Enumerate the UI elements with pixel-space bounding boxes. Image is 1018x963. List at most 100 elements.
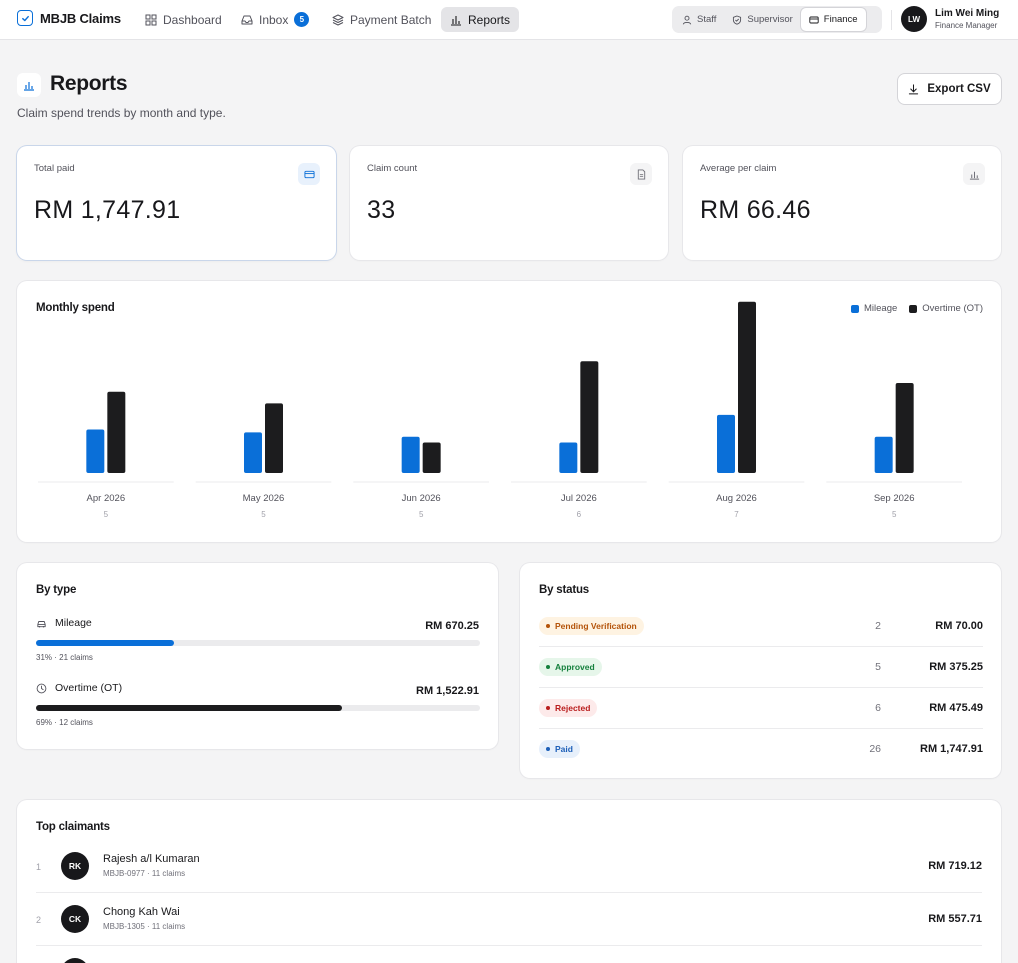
monthly-spend-chart: Apr 2026 5 May 2026 5 Jun 2026 5 Jul 2026 6 Aug …	[38, 301, 962, 519]
type-mileage-label: Mileage	[36, 617, 92, 629]
kpi-value: 33	[367, 196, 396, 224]
chart-bar-mileage[interactable]	[717, 414, 735, 473]
bar-chart-icon	[963, 163, 985, 185]
by-type-title: By type	[36, 584, 77, 596]
table-row[interactable]: 2 CK Chong Kah Wai MBJB-1305 · 11 claims RM …	[36, 893, 982, 946]
chart-bar-mileage[interactable]	[559, 442, 578, 473]
claimant-name: Chong Kah Wai	[103, 906, 180, 918]
month-claim-count: 5	[261, 510, 266, 519]
download-icon	[909, 83, 919, 94]
legend-swatch-overtime	[909, 304, 918, 313]
chart-bar-mileage[interactable]	[244, 432, 262, 473]
layers-icon	[332, 14, 344, 25]
type-mileage-track	[36, 640, 480, 646]
avatar: CK	[61, 905, 89, 933]
type-overtime-amount: RM 1,522.91	[416, 685, 479, 697]
status-count: 5	[875, 661, 881, 673]
avatar	[61, 958, 89, 963]
nav-reports[interactable]: Reports	[441, 7, 520, 32]
top-navbar: MBJB Claims Dashboard Inbox 5 Payment Ba…	[0, 0, 1018, 40]
shield-icon	[733, 15, 742, 25]
status-label: Rejected	[555, 703, 591, 713]
nav-inbox[interactable]: Inbox 5	[232, 7, 318, 32]
status-label: Approved	[555, 662, 595, 672]
x-tick-label: Apr 2026	[87, 493, 126, 504]
role-finance[interactable]: Finance	[800, 8, 866, 31]
clock-icon	[36, 683, 47, 693]
status-row: Rejected 6 RM 475.49	[539, 688, 983, 729]
chart-bar-mileage[interactable]	[86, 429, 105, 473]
check-badge-icon	[17, 10, 33, 26]
chart-bar-overtime[interactable]	[895, 383, 914, 473]
status-count: 26	[869, 743, 881, 755]
grid-icon	[145, 14, 157, 25]
bar-chart-icon	[451, 15, 461, 26]
status-badge: Approved	[539, 658, 602, 676]
role-staff[interactable]: Staff	[674, 8, 724, 31]
month-claim-count: 5	[419, 510, 424, 519]
chart-legend: Mileage Overtime (OT)	[851, 303, 983, 314]
chart-bar-overtime[interactable]	[738, 301, 756, 473]
legend-item-overtime: Overtime (OT)	[909, 303, 983, 314]
nav-dashboard[interactable]: Dashboard	[136, 7, 231, 32]
by-type-card: By type Mileage RM 670.25 31% · 21 claim…	[17, 563, 498, 749]
type-mileage-name: Mileage	[55, 617, 92, 629]
export-csv-label: Export CSV	[927, 83, 991, 95]
chart-bar-overtime[interactable]	[107, 391, 126, 473]
type-mileage-fill	[36, 640, 174, 646]
x-tick-label: May 2026	[243, 493, 285, 504]
legend-label-mileage: Mileage	[864, 303, 898, 314]
status-label: Paid	[555, 744, 573, 754]
chart-bar-overtime[interactable]	[422, 442, 441, 473]
nav-payment-batch[interactable]: Payment Batch	[323, 7, 440, 32]
claimant-rank: 1	[36, 862, 42, 872]
status-dot	[546, 706, 550, 710]
role-supervisor[interactable]: Supervisor	[724, 8, 800, 31]
nav-reports-label: Reports	[468, 12, 511, 27]
status-row: Approved 5 RM 375.25	[539, 647, 983, 688]
page-subtitle: Claim spend trends by month and type.	[17, 106, 226, 120]
user-role: Finance Manager	[935, 21, 998, 30]
by-status-card: By status Pending Verification 2 RM 70.00 A…	[520, 563, 1001, 778]
by-status-title: By status	[539, 584, 589, 596]
nav-inbox-label: Inbox	[259, 12, 289, 27]
user-avatar[interactable]: LW	[901, 6, 927, 32]
brand[interactable]: MBJB Claims	[17, 10, 121, 26]
avatar: RK	[61, 852, 89, 880]
role-supervisor-label: Supervisor	[747, 14, 793, 25]
type-overtime-fill	[36, 705, 343, 711]
legend-label-overtime: Overtime (OT)	[922, 303, 983, 314]
status-amount: RM 375.25	[929, 661, 983, 673]
x-tick-label: Sep 2026	[874, 493, 915, 504]
nav-payment-batch-label: Payment Batch	[350, 12, 432, 27]
type-overtime-name: Overtime (OT)	[55, 682, 123, 694]
monthly-spend-card: Monthly spend Mileage Overtime (OT) Apr …	[17, 281, 1001, 542]
user-icon	[682, 15, 692, 25]
type-overtime-meta: 69% · 12 claims	[36, 718, 93, 727]
page-title: Reports	[50, 72, 128, 95]
status-row: Pending Verification 2 RM 70.00	[539, 606, 983, 647]
claimant-meta: MBJB-0977 · 11 claims	[103, 869, 186, 878]
table-row[interactable]	[36, 946, 982, 963]
chart-title: Monthly spend	[36, 302, 115, 314]
app-name: MBJB Claims	[40, 10, 121, 26]
document-icon	[630, 163, 652, 185]
table-row[interactable]: 1 RK Rajesh a/l Kumaran MBJB-0977 · 11 clai…	[36, 840, 982, 893]
export-csv-button[interactable]: Export CSV	[897, 73, 1002, 105]
chart-bar-mileage[interactable]	[874, 436, 893, 473]
month-claim-count: 5	[104, 510, 109, 519]
claimant-amount: RM 719.12	[928, 860, 982, 872]
chart-bar-overtime[interactable]	[580, 361, 599, 473]
kpi-value: RM 1,747.91	[34, 196, 181, 224]
chart-bar-mileage[interactable]	[401, 436, 420, 473]
status-count: 6	[875, 702, 881, 714]
type-overtime-label: Overtime (OT)	[36, 682, 122, 694]
claimant-name: Rajesh a/l Kumaran	[103, 853, 200, 865]
kpi-average-per-claim: Average per claim RM 66.46	[683, 146, 1001, 260]
status-badge: Paid	[539, 740, 580, 758]
status-row: Paid 26 RM 1,747.91	[539, 729, 983, 770]
month-claim-count: 7	[734, 510, 739, 519]
kpi-label: Claim count	[367, 163, 418, 174]
chart-bar-overtime[interactable]	[265, 403, 283, 473]
status-dot	[546, 624, 550, 628]
